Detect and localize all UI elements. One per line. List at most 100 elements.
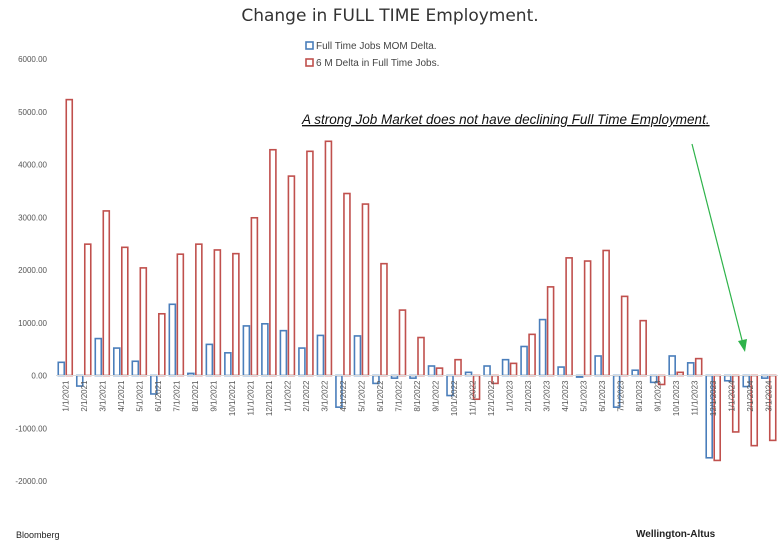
x-tick-label: 8/1/2022 (413, 380, 422, 412)
bar-mom-delta (298, 347, 306, 377)
y-tick-label: 0.00 (31, 372, 47, 381)
bar-6m-delta (565, 257, 573, 377)
bar-6m-delta (176, 253, 185, 377)
bar-6m-delta (454, 358, 462, 377)
x-tick-label: 9/1/2021 (209, 380, 218, 412)
source-label: Bloomberg (16, 530, 60, 540)
x-tick-label: 6/1/2023 (598, 380, 607, 412)
x-tick-label: 10/1/2023 (672, 380, 681, 416)
bar-mom-delta (353, 335, 362, 377)
x-tick-label: 1/1/2021 (61, 380, 70, 412)
bar-mom-delta (520, 345, 528, 377)
x-tick-label: 2/1/2021 (80, 380, 89, 412)
bar-6m-delta (620, 295, 629, 377)
bar-6m-delta (361, 203, 370, 377)
x-tick-label: 11/1/2022 (469, 380, 478, 416)
annotation-period: . (706, 112, 710, 127)
x-tick-label: 7/1/2021 (172, 380, 181, 412)
bar-6m-delta (583, 260, 592, 377)
legend-label-mom: Full Time Jobs MOM Delta. (316, 41, 437, 52)
bar-6m-delta (232, 252, 240, 377)
annotation-arrow (691, 143, 747, 352)
bar-mom-delta (205, 343, 214, 377)
y-tick-label: 3000.00 (18, 213, 47, 222)
x-tick-label: 3/1/2024 (765, 380, 774, 412)
bar-6m-delta (83, 243, 92, 377)
bar-mom-delta (224, 352, 232, 377)
bar-6m-delta (509, 362, 518, 377)
y-tick-label: 6000.00 (18, 55, 47, 64)
x-tick-label: 4/1/2022 (339, 380, 348, 412)
x-tick-label: 12/1/2023 (709, 380, 718, 416)
bar-6m-delta (417, 336, 425, 377)
x-tick-label: 2/1/2022 (302, 380, 311, 412)
bar-6m-delta (158, 312, 166, 377)
x-tick-label: 8/1/2021 (191, 380, 200, 412)
bar-mom-delta (168, 303, 177, 377)
bar-6m-delta (195, 243, 203, 377)
bar-6m-delta (528, 333, 536, 377)
x-tick-label: 1/1/2024 (728, 380, 737, 412)
bar-6m-delta (269, 148, 277, 377)
y-tick-label: 2000.00 (18, 266, 47, 275)
bar-mom-delta (94, 337, 103, 377)
bars (56, 98, 778, 462)
bar-mom-delta (112, 347, 121, 377)
bar-6m-delta (213, 249, 222, 377)
x-tick-label: 2/1/2024 (746, 380, 755, 412)
x-tick-label: 2/1/2023 (524, 380, 533, 412)
x-tick-label: 11/1/2023 (691, 380, 700, 416)
x-tick-label: 5/1/2023 (580, 380, 589, 412)
bar-6m-delta (250, 216, 259, 377)
x-tick-label: 6/1/2021 (154, 380, 163, 412)
bar-6m-delta (120, 246, 129, 377)
x-tick-label: 5/1/2021 (135, 380, 144, 412)
bar-6m-delta (102, 210, 111, 377)
bar-6m-delta (287, 175, 296, 377)
bar-mom-delta (668, 355, 676, 377)
x-tick-label: 7/1/2022 (394, 380, 403, 412)
x-tick-label: 4/1/2021 (117, 380, 126, 412)
x-tick-label: 3/1/2022 (320, 380, 329, 412)
bar-6m-delta (306, 150, 314, 377)
x-tick-label: 1/1/2023 (506, 380, 515, 412)
x-tick-label: 10/1/2021 (228, 380, 237, 416)
y-tick-label: 5000.00 (18, 108, 47, 117)
x-tick-label: 1/1/2022 (283, 380, 292, 412)
bar-mom-delta (261, 323, 269, 377)
bar-6m-delta (65, 98, 74, 377)
x-tick-label: 7/1/2023 (617, 380, 626, 412)
bar-6m-delta (343, 192, 351, 377)
bar-6m-delta (380, 262, 388, 377)
bar-mom-delta (57, 361, 66, 377)
bar-6m-delta (694, 357, 703, 377)
bar-mom-delta (631, 369, 639, 377)
bar-6m-delta (639, 319, 647, 377)
x-tick-label: 4/1/2023 (561, 380, 570, 412)
x-tick-label: 8/1/2023 (635, 380, 644, 412)
x-tick-label: 10/1/2022 (450, 380, 459, 416)
x-tick-label: 11/1/2021 (246, 380, 255, 416)
legend-swatch-6m (305, 58, 314, 67)
legend-swatch-mom (305, 41, 314, 50)
x-tick-label: 12/1/2021 (265, 380, 274, 416)
bar-6m-delta (546, 286, 555, 377)
bar-6m-delta (324, 140, 333, 377)
chart-annotation: A strong Job Market does not have declin… (301, 112, 710, 127)
bar-mom-delta (279, 329, 288, 377)
x-tick-label: 12/1/2022 (487, 380, 496, 416)
bar-6m-delta (435, 367, 444, 377)
bar-6m-delta (398, 309, 407, 377)
legend: Full Time Jobs MOM Delta. 6 M Delta in F… (305, 41, 439, 69)
bar-mom-delta (501, 358, 510, 377)
x-tick-label: 3/1/2023 (543, 380, 552, 412)
bar-mom-delta (557, 366, 565, 377)
x-tick-label: 5/1/2022 (357, 380, 366, 412)
bar-mom-delta (242, 325, 251, 377)
bar-mom-delta (686, 362, 695, 377)
bar-6m-delta (139, 267, 148, 377)
y-axis: 6000.00 5000.00 4000.00 3000.00 2000.00 1000.… (15, 55, 47, 486)
y-tick-label: -2000.00 (15, 477, 47, 486)
legend-label-6m: 6 M Delta in Full Time Jobs. (316, 58, 439, 69)
